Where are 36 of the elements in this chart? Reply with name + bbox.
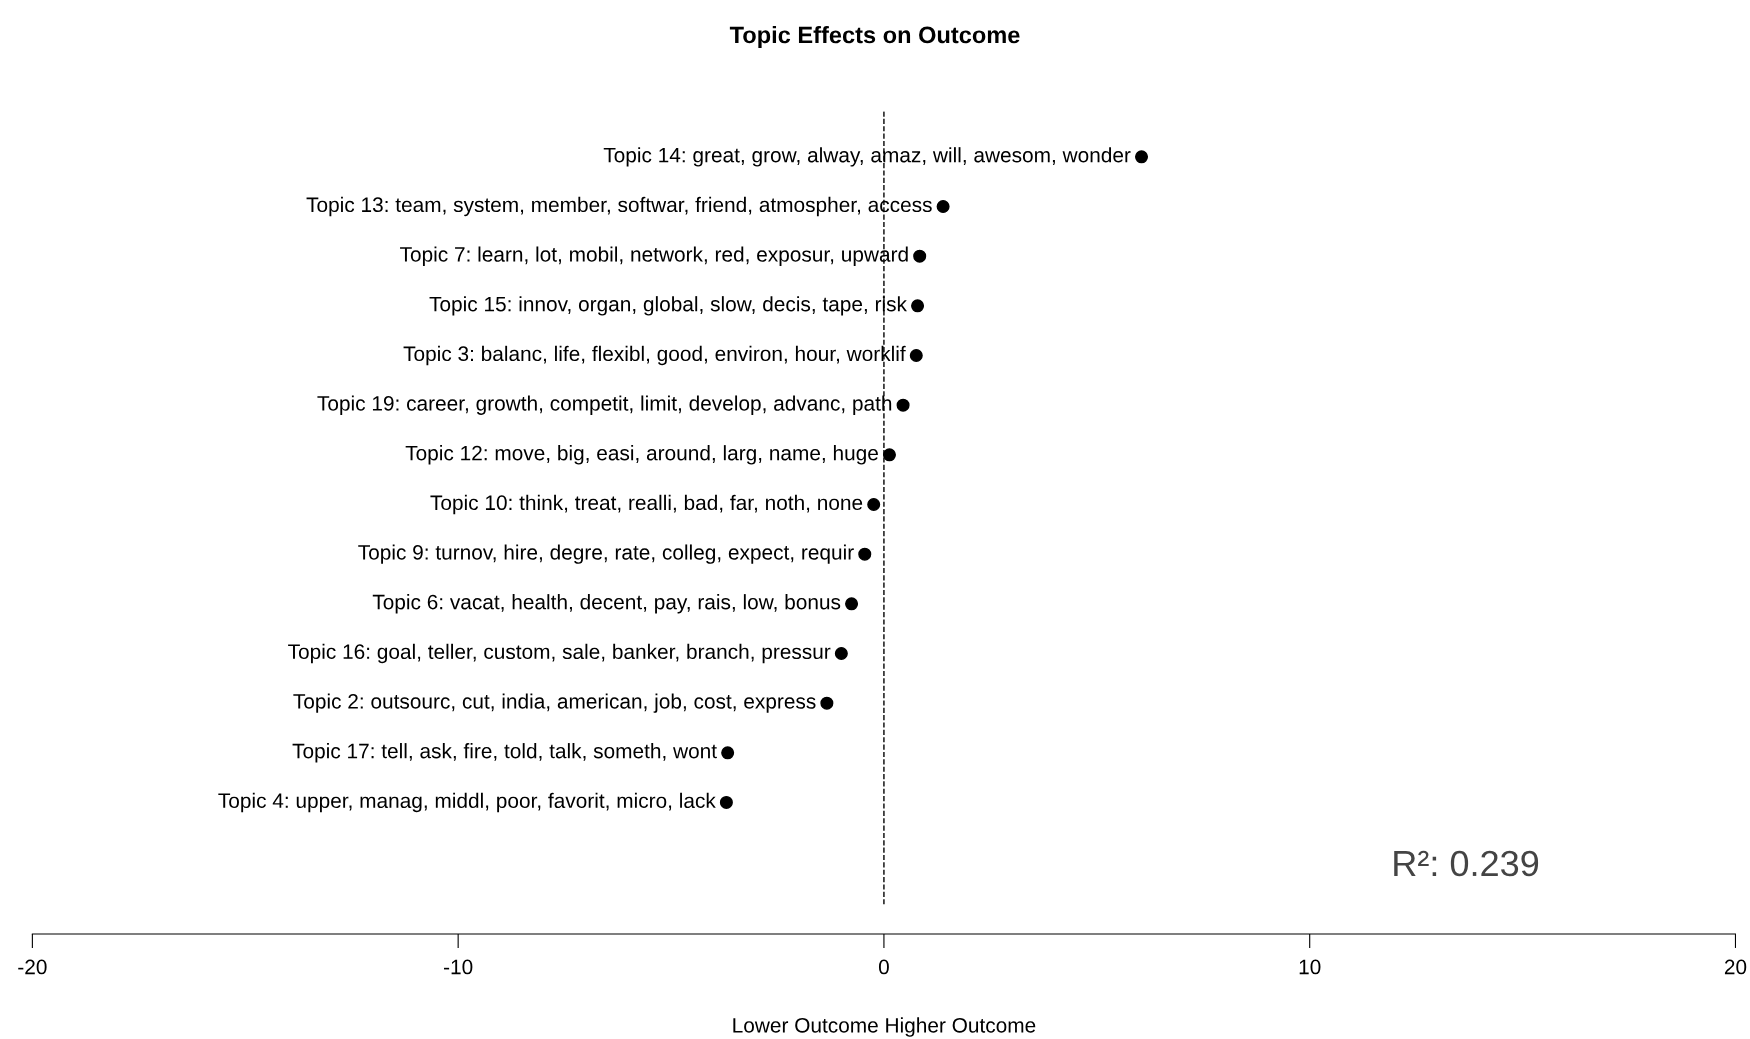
point — [858, 547, 872, 561]
chart-title: Topic Effects on Outcome — [729, 25, 1020, 48]
point — [820, 696, 834, 710]
y-tick-label: Topic 6: vacat, health, decent, pay, rais, low, bonus — [372, 594, 841, 614]
y-tick-label: Topic 10: think, treat, realli, bad, far, noth, none — [430, 494, 863, 515]
y-tick-label: Topic 7: learn, lot, mobil, network, red, exposur, upward — [400, 246, 908, 266]
y-tick-label: Topic 15: innov, organ, global, slow, decis, tape, risk — [429, 296, 907, 316]
y-tick-label: Topic 16: goal, teller, custom, sale, banker, branch, pressur — [288, 643, 831, 664]
text: R²: 0.239 — [1394, 850, 1539, 877]
y-tick-label: Topic 4: upper, manag, middl, poor, favorit, micro, lack — [218, 792, 716, 813]
x-tick-label: -10 — [444, 959, 473, 975]
point — [911, 299, 925, 313]
y-tick-label: Topic 9: turnov, hire, degre, rate, colleg, expect, requir — [358, 544, 854, 564]
point — [1135, 150, 1149, 164]
y-tick-label: Topic 13: team, system, member, softwar, friend, atmospher, access — [306, 196, 932, 217]
x-axis-title: Lower Outcome Higher Outcome — [733, 1017, 1036, 1037]
y-tick-label: Topic 14: great, grow, alway, amaz, will, awesom, wonder — [603, 147, 1131, 167]
point — [721, 746, 735, 760]
x-tick-label: 0 — [878, 959, 889, 975]
y-tick-label: Topic 19: career, growth, competit, limit, develop, advanc, path — [317, 395, 892, 415]
y-tick-label: Topic 12: move, big, easi, around, larg, name, huge — [405, 445, 878, 465]
point — [719, 795, 733, 809]
point — [913, 249, 927, 263]
x-tick-label: 10 — [1299, 959, 1321, 975]
x-tick-label: 20 — [1724, 959, 1747, 975]
point — [896, 398, 910, 412]
point — [845, 597, 859, 611]
y-tick-label: Topic 2: outsourc, cut, india, american, job, cost, express — [293, 693, 816, 713]
point — [936, 200, 950, 214]
point — [834, 646, 848, 660]
y-tick-label: Topic 17: tell, ask, fire, told, talk, someth, wont — [292, 743, 717, 763]
point — [867, 497, 881, 511]
point — [909, 349, 923, 363]
x-tick-label: -20 — [18, 959, 47, 975]
point — [882, 448, 896, 462]
y-tick-label: Topic 3: balanc, life, flexibl, good, environ, hour, worklif — [403, 345, 906, 366]
